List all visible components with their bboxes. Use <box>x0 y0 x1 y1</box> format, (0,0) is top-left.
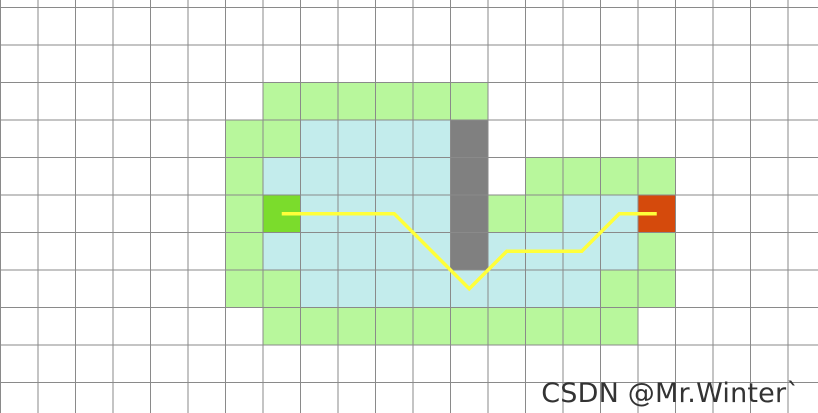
open-cell <box>375 232 413 270</box>
closed-cell <box>338 82 376 120</box>
obstacle-cell <box>450 157 488 195</box>
open-cell <box>375 157 413 195</box>
closed-cell <box>225 270 263 308</box>
closed-cell <box>263 82 301 120</box>
open-cell <box>338 120 376 158</box>
closed-cell <box>563 157 601 195</box>
open-cell <box>488 270 526 308</box>
open-cell <box>375 120 413 158</box>
open-cell <box>375 270 413 308</box>
open-cell <box>413 270 451 308</box>
closed-cell <box>413 307 451 345</box>
closed-cell <box>225 195 263 233</box>
closed-cell <box>300 82 338 120</box>
open-cell <box>300 270 338 308</box>
open-cell <box>525 270 563 308</box>
path-layer <box>281 212 657 292</box>
open-cell <box>300 232 338 270</box>
closed-cell <box>225 157 263 195</box>
closed-cell <box>413 82 451 120</box>
open-cell <box>300 120 338 158</box>
watermark: CSDN @Mr.Winter` <box>541 378 800 409</box>
obstacle-cell <box>450 195 488 233</box>
closed-cell <box>225 232 263 270</box>
closed-cell <box>638 157 676 195</box>
cells-layer <box>225 82 676 345</box>
planned-path <box>281 212 657 292</box>
open-cell <box>563 270 601 308</box>
open-cell <box>413 157 451 195</box>
closed-cell <box>263 270 301 308</box>
closed-cell <box>525 157 563 195</box>
closed-cell <box>225 120 263 158</box>
closed-cell <box>563 307 601 345</box>
closed-cell <box>263 120 301 158</box>
open-cell <box>600 232 638 270</box>
open-cell <box>263 157 301 195</box>
closed-cell <box>488 307 526 345</box>
open-cell <box>413 195 451 233</box>
closed-cell <box>488 195 526 233</box>
open-cell <box>300 157 338 195</box>
obstacle-cell <box>450 232 488 270</box>
open-cell <box>263 232 301 270</box>
closed-cell <box>600 307 638 345</box>
open-cell <box>338 157 376 195</box>
closed-cell <box>600 270 638 308</box>
closed-cell <box>525 195 563 233</box>
open-cell <box>338 232 376 270</box>
closed-cell <box>263 307 301 345</box>
closed-cell <box>375 307 413 345</box>
closed-cell <box>638 232 676 270</box>
open-cell <box>338 270 376 308</box>
closed-cell <box>638 270 676 308</box>
closed-cell <box>450 82 488 120</box>
closed-cell <box>525 307 563 345</box>
closed-cell <box>338 307 376 345</box>
closed-cell <box>300 307 338 345</box>
open-cell <box>563 195 601 233</box>
obstacle-cell <box>450 120 488 158</box>
closed-cell <box>375 82 413 120</box>
open-cell <box>413 120 451 158</box>
closed-cell <box>600 157 638 195</box>
closed-cell <box>450 307 488 345</box>
